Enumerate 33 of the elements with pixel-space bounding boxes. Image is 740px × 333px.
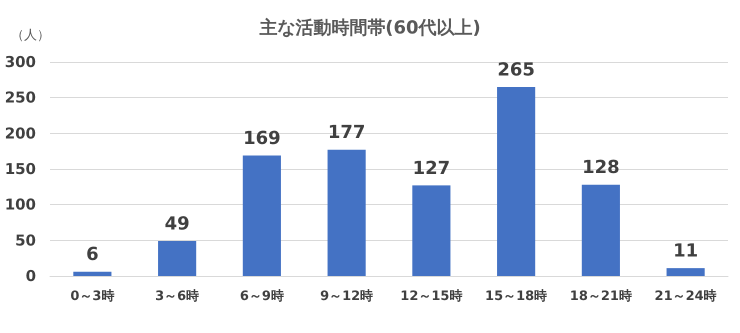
y-tick-label: 300 <box>4 53 36 71</box>
y-axis-title: （人） <box>11 28 50 43</box>
x-tick-label: 6～9時 <box>240 289 284 304</box>
x-tick-label: 18～21時 <box>570 289 632 304</box>
x-tick-label: 15～18時 <box>485 289 548 304</box>
chart-title: 主な活動時間帯(60代以上) <box>258 18 481 38</box>
data-label: 177 <box>328 122 366 144</box>
y-tick-label: 150 <box>4 160 36 178</box>
x-tick-label: 21～24時 <box>654 289 717 304</box>
bar <box>666 268 705 276</box>
data-label: 128 <box>582 157 620 178</box>
y-tick-label: 200 <box>4 124 36 142</box>
y-tick-label: 0 <box>26 267 36 285</box>
bar <box>582 184 620 276</box>
data-label: 49 <box>164 214 190 235</box>
x-tick-label: 3～6時 <box>155 289 200 304</box>
y-tick-label: 250 <box>4 88 36 107</box>
bar <box>73 272 112 276</box>
bar <box>158 241 196 276</box>
y-tick-label: 100 <box>4 196 36 214</box>
x-tick-label: 12～15時 <box>400 289 462 304</box>
data-label: 6 <box>86 244 99 266</box>
data-label: 11 <box>673 240 698 262</box>
bar <box>497 86 536 276</box>
x-tick-label: 0～3時 <box>70 289 114 304</box>
bar <box>242 155 281 276</box>
data-label: 265 <box>497 59 535 80</box>
bar <box>328 150 366 276</box>
x-tick-label: 9～12時 <box>320 289 374 304</box>
bar <box>412 185 450 276</box>
y-tick-label: 50 <box>15 231 36 250</box>
data-label: 169 <box>243 128 281 149</box>
data-label: 127 <box>412 158 450 179</box>
